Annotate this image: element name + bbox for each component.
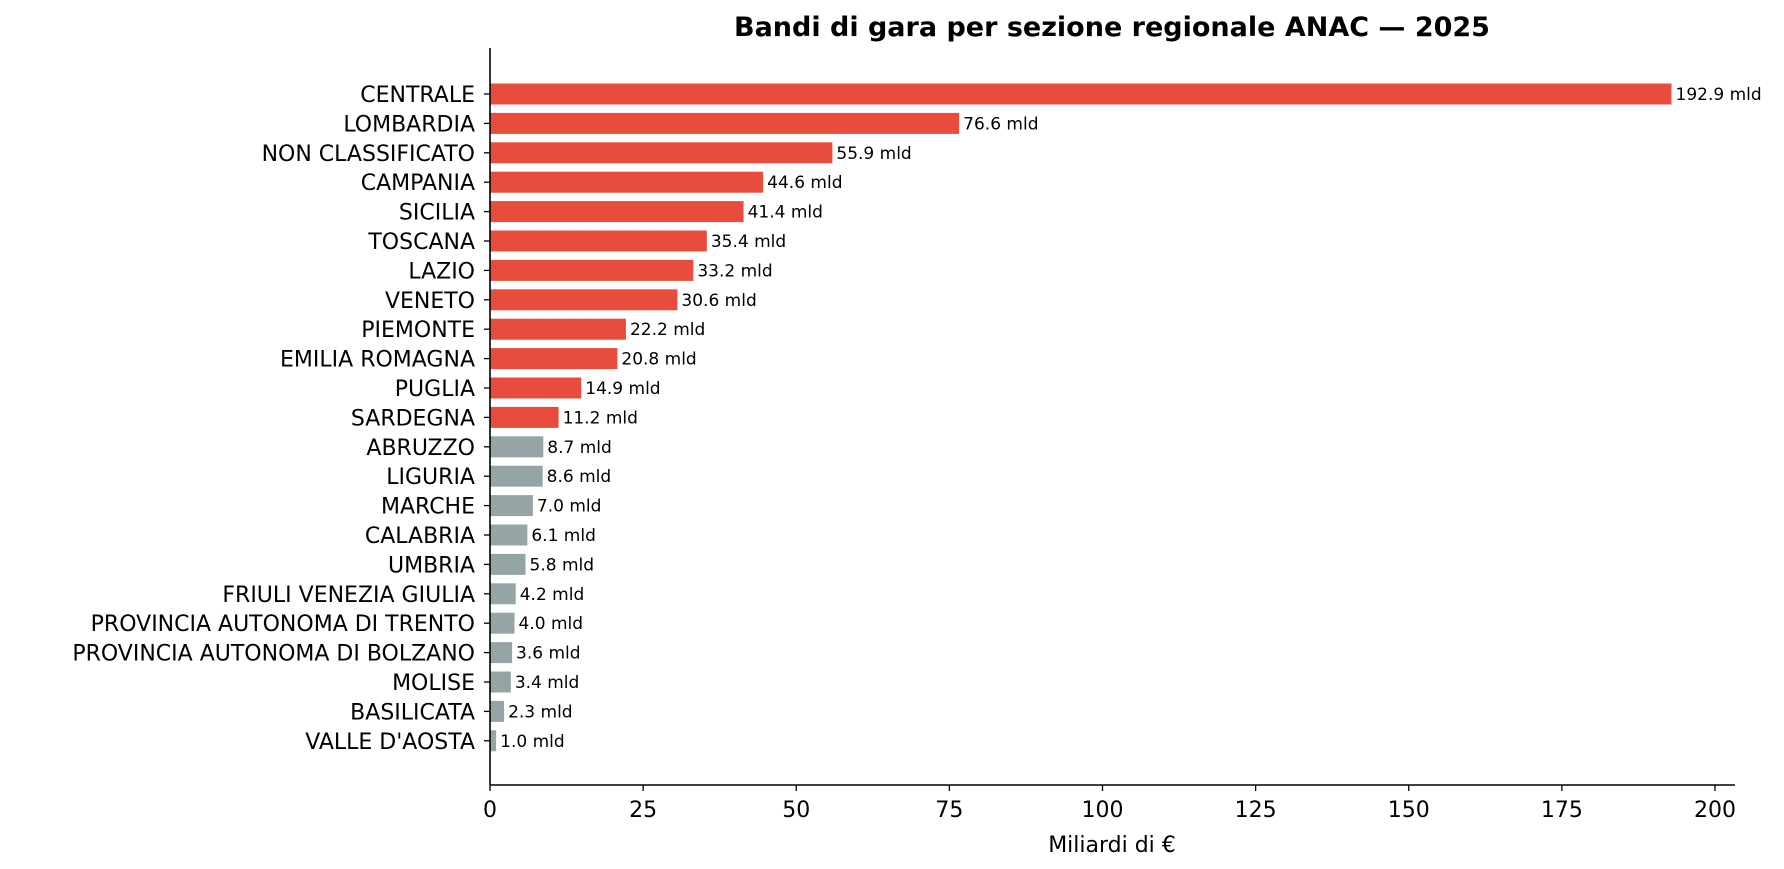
category-label-20: MOLISE	[392, 671, 475, 696]
category-label-1: LOMBARDIA	[343, 112, 475, 137]
bar-value-label-1: 76.6 mld	[963, 114, 1038, 134]
bar-9	[490, 348, 618, 370]
bar-0	[490, 83, 1672, 105]
category-label-5: TOSCANA	[367, 230, 475, 255]
bar-value-label-3: 44.6 mld	[767, 173, 842, 193]
bar-value-label-6: 33.2 mld	[697, 261, 772, 281]
x-axis-title: Miliardi di €	[1048, 833, 1176, 858]
x-tick-label-2: 50	[782, 798, 810, 823]
bar-10	[490, 377, 582, 399]
x-tick-label-7: 175	[1541, 798, 1583, 823]
bar-4	[490, 201, 744, 223]
bar-value-label-12: 8.7 mld	[547, 438, 612, 458]
category-label-7: VENETO	[385, 289, 475, 314]
x-tick-label-4: 100	[1082, 798, 1124, 823]
bar-value-label-14: 7.0 mld	[537, 497, 602, 517]
bar-value-label-10: 14.9 mld	[585, 379, 660, 399]
category-label-15: CALABRIA	[365, 524, 475, 549]
bar-value-label-13: 8.6 mld	[547, 467, 612, 487]
x-tick-label-1: 25	[629, 798, 657, 823]
category-label-4: SICILIA	[399, 201, 475, 226]
category-label-6: LAZIO	[408, 259, 475, 284]
x-tick-label-6: 150	[1388, 798, 1430, 823]
bar-value-label-22: 1.0 mld	[500, 732, 565, 752]
category-label-13: LIGURIA	[386, 465, 475, 490]
x-axis-ticks-group: 0 25 50 75 100 125 150 175 200	[483, 785, 1736, 823]
bar-value-label-5: 35.4 mld	[711, 232, 786, 252]
bar-20	[490, 671, 511, 693]
bar-16	[490, 553, 526, 575]
category-label-12: ABRUZZO	[366, 436, 475, 461]
category-labels-group: CENTRALE LOMBARDIA NON CLASSIFICATO CAMPANI…	[72, 83, 490, 755]
category-label-19: PROVINCIA AUTONOMA DI BOLZANO	[72, 642, 475, 667]
x-tick-label-3: 75	[935, 798, 963, 823]
category-label-9: EMILIA ROMAGNA	[280, 348, 475, 373]
x-tick-label-5: 125	[1235, 798, 1277, 823]
bar-value-label-8: 22.2 mld	[630, 320, 705, 340]
bar-11	[490, 406, 559, 428]
bar-5	[490, 230, 707, 252]
x-tick-label-8: 200	[1694, 798, 1736, 823]
chart-title: Bandi di gara per sezione regionale ANAC…	[734, 12, 1490, 43]
category-label-11: SARDEGNA	[351, 406, 475, 431]
bar-value-label-7: 30.6 mld	[681, 291, 756, 311]
category-label-10: PUGLIA	[395, 377, 475, 402]
category-label-22: VALLE D'AOSTA	[305, 730, 475, 755]
bar-12	[490, 436, 544, 458]
category-label-8: PIEMONTE	[361, 318, 475, 343]
bar-22	[490, 730, 497, 752]
x-tick-label-0: 0	[483, 798, 497, 823]
bar-18	[490, 612, 515, 634]
category-label-18: PROVINCIA AUTONOMA DI TRENTO	[91, 612, 475, 637]
bar-value-label-15: 6.1 mld	[531, 526, 596, 546]
bar-value-label-4: 41.4 mld	[748, 203, 823, 223]
category-label-3: CAMPANIA	[361, 171, 475, 196]
bar-19	[490, 642, 513, 664]
category-label-21: BASILICATA	[350, 700, 475, 725]
bar-1	[490, 112, 960, 134]
category-label-16: UMBRIA	[388, 553, 475, 578]
bar-17	[490, 583, 516, 605]
bar-21	[490, 700, 505, 722]
bar-13	[490, 465, 543, 487]
bar-value-label-17: 4.2 mld	[520, 585, 585, 605]
category-label-2: NON CLASSIFICATO	[262, 142, 475, 167]
data-labels-group: 192.9 mld 76.6 mld 55.9 mld 44.6 mld 41.4 ml…	[500, 85, 1762, 752]
bar-value-label-18: 4.0 mld	[519, 614, 584, 634]
bar-14	[490, 495, 533, 517]
bar-value-label-2: 55.9 mld	[836, 144, 911, 164]
bar-value-label-11: 11.2 mld	[563, 408, 638, 428]
bar-8	[490, 318, 626, 340]
category-label-14: MARCHE	[381, 495, 475, 520]
category-label-0: CENTRALE	[360, 83, 475, 108]
bar-7	[490, 289, 678, 311]
bar-value-label-0: 192.9 mld	[1676, 85, 1762, 105]
bar-2	[490, 142, 833, 164]
bar-15	[490, 524, 528, 546]
category-label-17: FRIULI VENEZIA GIULIA	[222, 583, 475, 608]
bar-value-label-16: 5.8 mld	[530, 555, 595, 575]
bar-6	[490, 259, 694, 281]
bar-value-label-20: 3.4 mld	[515, 673, 580, 693]
bars-group	[490, 83, 1672, 752]
bar-value-label-9: 20.8 mld	[621, 350, 696, 370]
bar-3	[490, 171, 764, 193]
bar-value-label-19: 3.6 mld	[516, 644, 581, 664]
bar-value-label-21: 2.3 mld	[508, 702, 573, 722]
